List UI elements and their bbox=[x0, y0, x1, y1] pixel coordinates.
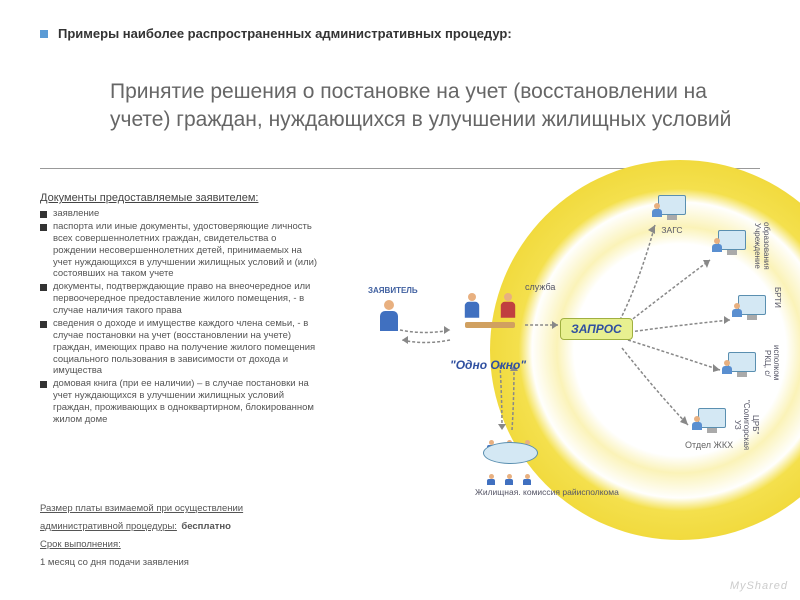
doc-text: домовая книга (при ее наличии) – в случа… bbox=[53, 378, 320, 426]
arc-node-label: УЗ "Солигорская ЦРБ" bbox=[733, 400, 760, 450]
computer-icon bbox=[735, 295, 769, 323]
documents-list: заявлениепаспорта или иные документы, уд… bbox=[40, 208, 320, 427]
page-title: Принятие решения о постановке на учет (в… bbox=[110, 78, 760, 135]
arc-node: РКЦ, с/исполком bbox=[725, 352, 759, 382]
process-diagram: ЗАЯВИТЕЛЬ служба "Одно Окно" ЗАПРОС Жили… bbox=[330, 190, 790, 550]
doc-text: документы, подтверждающие право на внеоч… bbox=[53, 281, 320, 317]
doc-item: домовая книга (при ее наличии) – в случа… bbox=[40, 378, 320, 426]
dept-label: Отдел ЖКХ bbox=[685, 440, 733, 450]
committee-label: Жилищная. комиссия райисполкома bbox=[475, 487, 619, 497]
doc-item: документы, подтверждающие право на внеоч… bbox=[40, 281, 320, 317]
header-text: Примеры наиболее распространенных админи… bbox=[58, 26, 512, 41]
computer-icon bbox=[655, 195, 689, 223]
bullet-icon bbox=[40, 224, 47, 231]
arc-node: УЗ "Солигорская ЦРБ" bbox=[695, 408, 729, 438]
term-label: Срок выполнения: bbox=[40, 539, 121, 550]
computer-icon bbox=[715, 230, 749, 258]
bullet-icon bbox=[40, 284, 47, 291]
doc-text: сведения о доходе и имуществе каждого чл… bbox=[53, 318, 320, 377]
computer-icon bbox=[695, 408, 729, 436]
arc-node-label: БРТИ bbox=[773, 287, 782, 308]
arc-node: БРТИ bbox=[735, 295, 769, 325]
committee-node: Жилищная. комиссия райисполкома bbox=[475, 430, 619, 497]
watermark: MyShared bbox=[730, 580, 788, 592]
arc-node-label: РКЦ, с/исполком bbox=[763, 344, 781, 382]
doc-item: паспорта или иные документы, удостоверяю… bbox=[40, 221, 320, 280]
desk-scene bbox=[460, 290, 520, 328]
bullet-icon bbox=[40, 381, 47, 388]
request-box: ЗАПРОС bbox=[560, 318, 633, 340]
fee-value: бесплатно bbox=[181, 521, 231, 532]
header-bullet bbox=[40, 30, 48, 38]
arc-node-label: ЗАГС bbox=[655, 225, 689, 235]
doc-item: сведения о доходе и имуществе каждого чл… bbox=[40, 318, 320, 377]
arc-node: Учреждение образования bbox=[715, 230, 749, 260]
bullet-icon bbox=[40, 321, 47, 328]
window-label: "Одно Окно" bbox=[450, 358, 526, 372]
term-value: 1 месяц со дня подачи заявления bbox=[40, 557, 189, 568]
applicant-node: ЗАЯВИТЕЛЬ bbox=[380, 300, 398, 330]
doc-text: паспорта или иные документы, удостоверяю… bbox=[53, 221, 320, 280]
arc-node-label: Учреждение образования bbox=[753, 222, 771, 270]
arc-node: ЗАГС bbox=[655, 195, 689, 235]
documents-header: Документы предоставляемые заявителем: bbox=[40, 192, 258, 204]
doc-item: заявление bbox=[40, 208, 320, 220]
doc-text: заявление bbox=[53, 208, 99, 220]
applicant-label: ЗАЯВИТЕЛЬ bbox=[368, 286, 418, 295]
service-label: служба bbox=[525, 282, 555, 292]
bullet-icon bbox=[40, 211, 47, 218]
computer-icon bbox=[725, 352, 759, 380]
